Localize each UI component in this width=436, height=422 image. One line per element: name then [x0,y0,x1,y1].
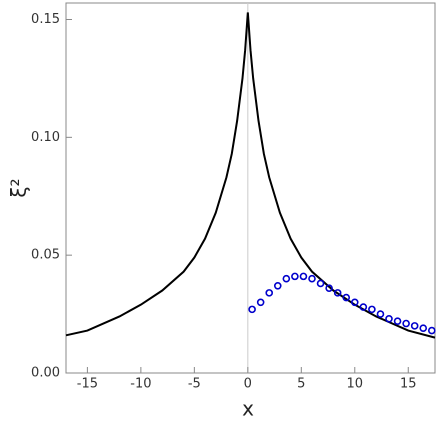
x-tick-label: 0 [244,377,252,392]
data-point [299,272,308,281]
x-tick-label: 15 [400,377,417,392]
data-point [256,298,265,307]
data-point [410,322,419,330]
data-point [368,305,376,314]
data-point [291,272,299,281]
data-point [419,324,428,333]
x-tick-label: 5 [297,377,305,392]
y-tick-label: 0.10 [31,130,60,145]
x-tick-label: -15 [77,377,98,392]
data-point [325,284,333,292]
y-tick-label: 0.00 [31,366,60,381]
y-tick-label: 0.05 [31,248,60,263]
data-point [273,282,282,290]
data-point [342,293,351,302]
data-point [265,289,274,297]
data-point [248,305,256,314]
data-point [359,303,368,311]
data-point [376,310,385,318]
data-point [393,317,402,325]
data-point [350,298,359,307]
x-tick-label: -10 [130,377,151,392]
data-point [333,289,342,297]
data-point [385,314,393,323]
plot-frame [65,2,436,374]
data-point [308,274,316,283]
curve [65,12,436,339]
data-point [427,326,436,335]
data-point [402,319,410,328]
y-tick-label: 0.15 [31,12,60,27]
data-point [316,279,325,288]
x-axis-title: x [242,397,254,421]
x-tick-label: 10 [347,377,364,392]
x-tick-label: -5 [188,377,201,392]
data-point [282,274,291,283]
y-axis-title: ξ² [7,178,31,197]
